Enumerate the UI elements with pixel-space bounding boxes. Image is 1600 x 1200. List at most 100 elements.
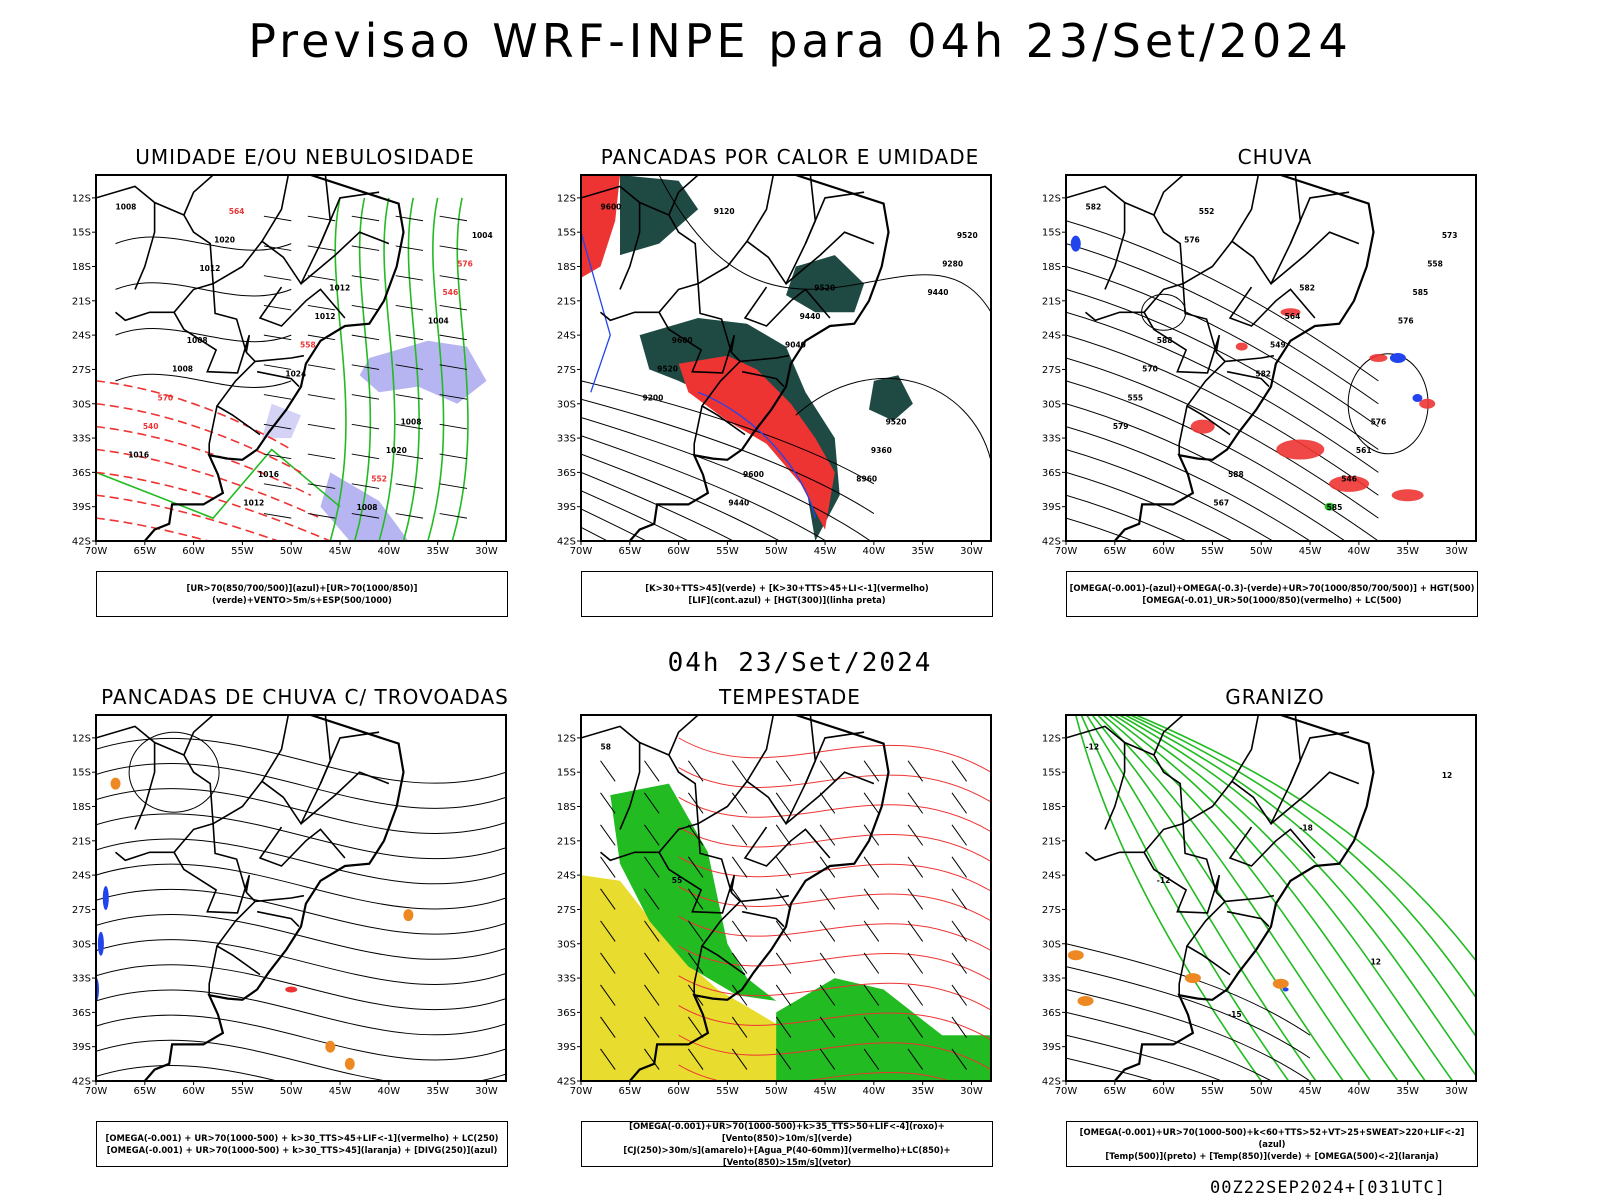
wind-vector [600, 1080, 602, 1081]
lon-tick-label: 65W [1103, 546, 1126, 557]
lat-tick-label: 12S [557, 733, 576, 744]
lon-tick-label: 45W [1299, 1086, 1322, 1097]
state-border [258, 826, 346, 867]
lon-tick-label: 65W [1103, 1086, 1126, 1097]
panel-title: PANCADAS POR CALOR E UMIDADE [600, 145, 980, 169]
state-border [183, 175, 214, 216]
contour-label: 576 [1184, 235, 1200, 244]
contour-label: 1016 [128, 451, 149, 460]
lon-tick-label: 60W [667, 1086, 690, 1097]
hgt500-contour [1066, 334, 1379, 496]
pw-red-contour [678, 856, 991, 892]
hgt500-contour [1066, 471, 1234, 541]
wind-vector [731, 856, 748, 878]
wind-vector [863, 920, 880, 942]
map-content: -12 -12 -15 -18 12 12 [1066, 715, 1476, 1081]
lon-tick-label: 60W [1152, 1086, 1175, 1097]
omega-rh-red-area [1190, 419, 1215, 434]
wind-vector [687, 856, 704, 878]
thickness-red-contour [96, 448, 321, 519]
pw-red-contour [678, 945, 991, 981]
contour-label: 558 [300, 341, 316, 350]
wind-vector [644, 1016, 660, 1038]
lon-tick-label: 50W [280, 1086, 303, 1097]
wind-vector [600, 856, 616, 878]
wind-vector [819, 888, 836, 910]
state-border [619, 202, 641, 290]
state-border [700, 351, 746, 436]
contour-label: 576 [1398, 317, 1414, 326]
contour-label: 558 [1427, 260, 1443, 269]
lon-tick-label: 50W [280, 546, 303, 557]
wind-vector [600, 792, 616, 814]
wind-vector [731, 888, 748, 910]
state-border [215, 891, 261, 976]
wind-vector [863, 984, 880, 1006]
thickness-red-contour [96, 380, 292, 451]
streamline-250 [96, 737, 506, 784]
lat-tick-label: 33S [557, 434, 576, 445]
wind-vector [819, 920, 836, 942]
wind-vector [775, 760, 792, 782]
lon-tick-label: 55W [1201, 1086, 1224, 1097]
state-border [1226, 910, 1270, 928]
lat-tick-label: 12S [557, 193, 576, 204]
lon-tick-label: 40W [378, 546, 401, 557]
state-border [208, 945, 218, 996]
hgt300-contour [581, 435, 827, 541]
wind-vector [395, 483, 424, 489]
lon-tick-label: 40W [1348, 546, 1371, 557]
lat-tick-label: 24S [1042, 871, 1061, 882]
wind-vector [907, 760, 924, 782]
temp850-green-contour [1135, 715, 1476, 963]
lat-tick-label: 42S [72, 1077, 91, 1088]
state-border [1143, 823, 1221, 914]
lat-tick-label: 30S [1042, 939, 1061, 950]
lon-tick-label: 45W [329, 1086, 352, 1097]
pw-red-contour [678, 1034, 991, 1070]
wind-vector [439, 215, 468, 222]
contour-label: 1008 [357, 503, 378, 512]
lat-tick-label: 18S [557, 802, 576, 813]
pw-red-contour [678, 915, 991, 952]
state-border [693, 945, 703, 996]
wind-vector [307, 334, 336, 341]
legend-line: [K>30+TTS>45](verde) + [K>30+TTS>45+LI<-… [645, 583, 929, 593]
contour-label: 561 [1356, 446, 1372, 455]
wind-vector [439, 513, 468, 519]
wind-vector [907, 824, 924, 846]
omega-rh-red-area [1280, 308, 1301, 317]
lat-tick-label: 15S [72, 768, 91, 779]
wind-vector [644, 760, 660, 782]
wind-vector [687, 1048, 704, 1070]
contour-label: 1020 [214, 235, 235, 244]
state-border [1226, 370, 1270, 388]
streamline-250 [96, 913, 506, 960]
wind-vector [687, 888, 704, 910]
contour-label: 9200 [643, 393, 664, 402]
state-border [658, 283, 736, 374]
contour-label: 582 [1299, 284, 1315, 293]
wind-vector [687, 824, 704, 846]
state-border [1143, 283, 1221, 374]
lon-tick-label: 50W [1250, 1086, 1273, 1097]
lat-tick-label: 18S [72, 262, 91, 273]
panel-title: GRANIZO [1225, 685, 1325, 709]
contour-label: 1020 [386, 446, 407, 455]
contour-label: 570 [158, 393, 174, 402]
wind-vector [951, 1016, 968, 1038]
hgt300-contour [581, 453, 781, 541]
lon-tick-label: 40W [1348, 1086, 1371, 1097]
state-border [212, 715, 290, 825]
state-border [319, 731, 380, 784]
lat-tick-label: 27S [1042, 365, 1061, 376]
lat-tick-label: 36S [557, 1008, 576, 1019]
lat-tick-label: 18S [1042, 262, 1061, 273]
wind-vector [907, 856, 924, 878]
wind-vector [395, 364, 424, 370]
legend-pancadas-calor: [K>30+TTS>45](verde) + [K>30+TTS>45+LI<-… [581, 571, 993, 617]
omega-blue-area [1389, 353, 1406, 363]
lon-tick-label: 55W [231, 1086, 254, 1097]
wind-vector [307, 304, 336, 311]
contour-label: 1024 [285, 369, 306, 378]
